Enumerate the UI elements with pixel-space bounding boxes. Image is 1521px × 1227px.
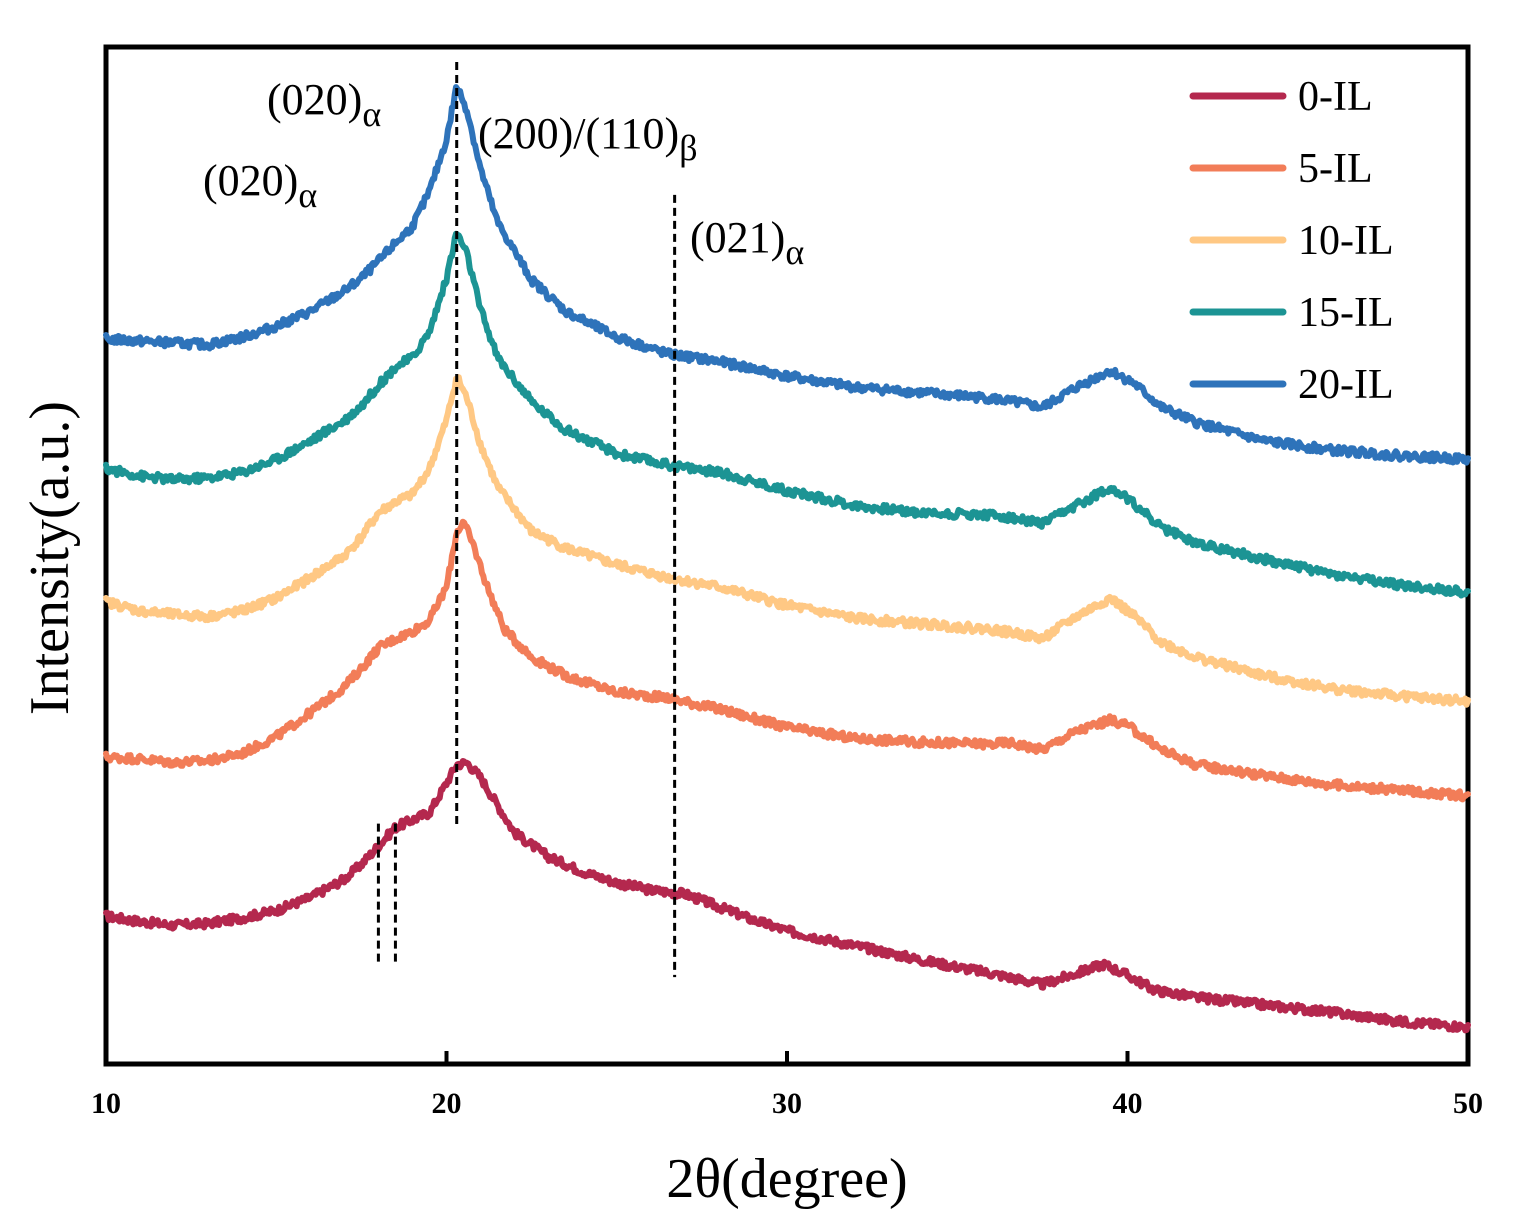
series-line-0-IL	[103, 758, 1471, 1034]
series-line-15-IL	[103, 230, 1471, 599]
x-tick-label: 50	[1453, 1087, 1483, 1120]
legend-label-0-IL: 0-IL	[1298, 74, 1373, 120]
x-tick-label: 40	[1113, 1087, 1143, 1120]
series-line-20-IL	[103, 84, 1471, 466]
annotation-021-alpha: (021)α	[690, 213, 804, 272]
legend-label-15-IL: 15-IL	[1298, 290, 1394, 336]
series-line-5-IL	[103, 518, 1471, 803]
legend-label-10-IL: 10-IL	[1298, 218, 1394, 264]
annotation-020-alpha-top: (020)α	[267, 75, 381, 134]
legend: 0-IL 5-IL 10-IL 15-IL 20-IL	[1189, 74, 1394, 408]
y-axis-title: Intensity(a.u.)	[19, 401, 81, 715]
series-layer	[103, 84, 1471, 1034]
annotation-200-110-beta: (200)/(110)β	[478, 109, 698, 168]
annotation-020-alpha-left: (020)α	[203, 156, 317, 215]
x-axis-title: 2θ(degree)	[666, 1148, 907, 1210]
legend-label-5-IL: 5-IL	[1298, 146, 1373, 192]
guide-layer	[376, 62, 677, 978]
x-tick-label: 30	[772, 1087, 802, 1120]
x-axis: 10 20 30 40 50	[91, 1051, 1483, 1120]
x-tick-label: 20	[432, 1087, 462, 1120]
series-line-10-IL	[103, 374, 1471, 708]
legend-label-20-IL: 20-IL	[1298, 362, 1394, 408]
x-tick-label: 10	[91, 1087, 121, 1120]
